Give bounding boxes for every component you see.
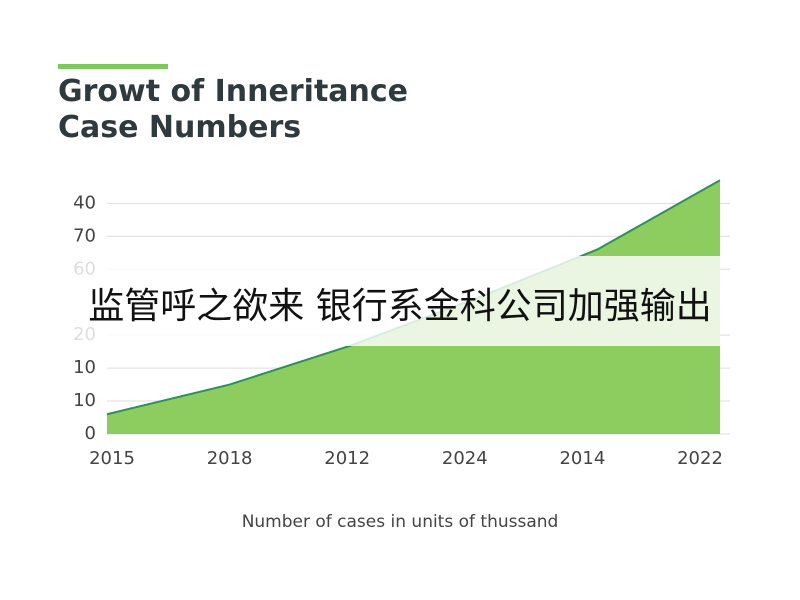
area [107,180,720,434]
x-tick-label: 2018 [207,448,253,469]
chart-title: Growt of Inneritance Case Numbers [58,74,409,145]
y-tick-label: 70 [73,225,96,246]
overlay-banner [0,256,720,346]
y-tick-label: 40 [73,192,96,213]
x-axis-label: Number of cases in units of thussand [242,512,559,532]
x-tick-label: 2022 [677,448,723,469]
overlay-text: 监管呼之欲来 银行系金科公司加强输出 [88,286,711,327]
x-tick-label: 2024 [442,448,488,469]
x-tick-label: 2014 [559,448,605,469]
x-tick-label: 2012 [324,448,370,469]
y-tick-label: 10 [73,357,96,378]
y-tick-label: 10 [73,390,96,411]
x-tick-label: 2015 [89,448,135,469]
accent-bar [58,64,168,69]
y-tick-label: 0 [85,423,96,444]
